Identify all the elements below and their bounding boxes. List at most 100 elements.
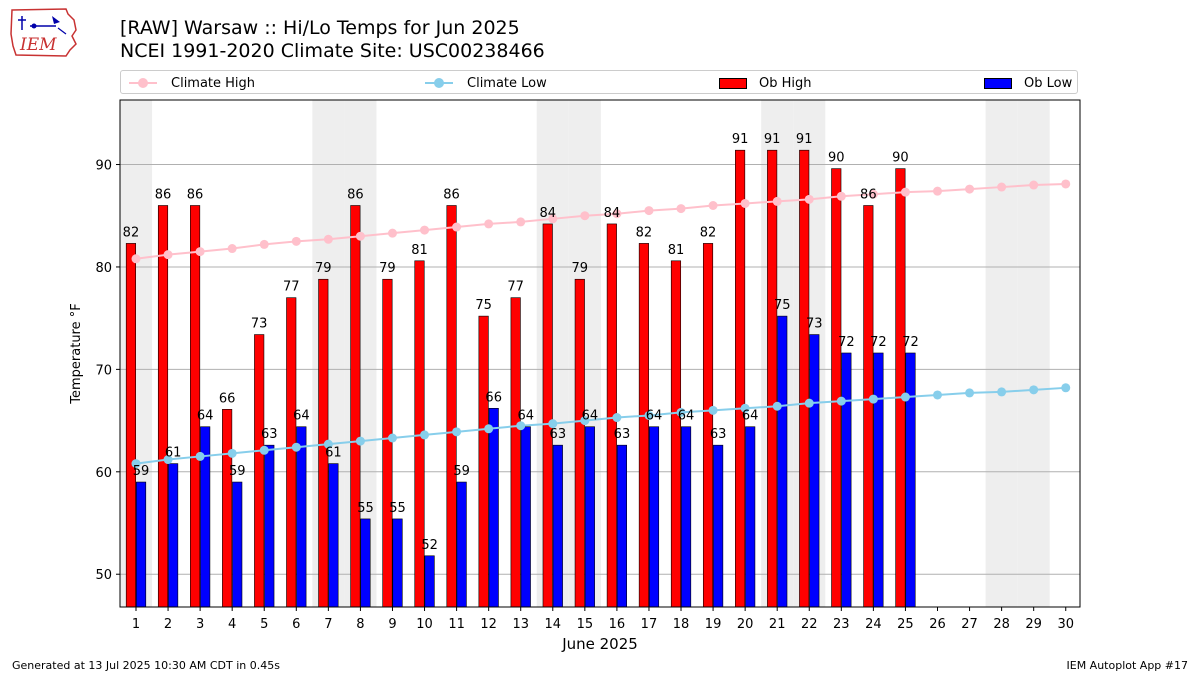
climate-low-point xyxy=(163,455,173,465)
ob-low-label: 64 xyxy=(517,409,534,424)
ob-low-bar xyxy=(424,555,435,608)
ob-high-label: 82 xyxy=(636,225,653,240)
ob-high-label: 77 xyxy=(507,280,524,295)
ob-high-label: 91 xyxy=(764,132,781,147)
ob-low-bar xyxy=(648,426,660,608)
x-tick-label: 14 xyxy=(545,617,562,632)
ob-low-bar xyxy=(520,426,531,608)
x-tick-label: 30 xyxy=(1057,617,1074,632)
y-tick-label: 70 xyxy=(95,363,112,378)
x-tick-label: 22 xyxy=(801,617,818,632)
ob-low-bar xyxy=(841,352,852,608)
ob-low-bar xyxy=(777,315,788,608)
climate-low-point xyxy=(1061,383,1071,393)
x-tick-label: 17 xyxy=(641,617,658,632)
x-tick-label: 19 xyxy=(705,617,722,632)
ob-high-label: 81 xyxy=(668,243,685,258)
ob-high-label: 86 xyxy=(187,187,204,202)
x-tick-label: 28 xyxy=(993,617,1010,632)
climate-low-point xyxy=(516,421,526,431)
climate-low-point xyxy=(997,387,1007,397)
climate-low-point xyxy=(644,410,654,420)
legend-climate-high-label: Climate High xyxy=(171,75,256,91)
climate-low-point xyxy=(836,396,846,406)
ob-high-label: 86 xyxy=(155,187,172,202)
ob-high-label: 75 xyxy=(475,298,492,313)
climate-low-point xyxy=(548,419,558,429)
chart-title: [RAW] Warsaw :: Hi/Lo Temps for Jun 2025 xyxy=(120,17,520,39)
ob-high-bar xyxy=(863,205,874,608)
climate-low-point xyxy=(965,388,975,398)
x-tick-label: 8 xyxy=(356,617,364,632)
ob-high-bar xyxy=(638,243,649,608)
ob-high-bar xyxy=(350,205,361,608)
x-tick-label: 4 xyxy=(228,617,236,632)
logo-text: IEM xyxy=(19,35,57,55)
weekend-shade xyxy=(985,100,1018,607)
ob-low-label: 66 xyxy=(485,390,502,405)
ob-high-label: 91 xyxy=(796,132,813,147)
climate-high-point xyxy=(452,222,462,232)
ob-high-label: 86 xyxy=(860,187,877,202)
ob-high-bar xyxy=(125,243,136,608)
x-axis-label: June 2025 xyxy=(561,635,638,653)
climate-high-point xyxy=(644,206,654,216)
ob-low-label: 52 xyxy=(421,538,438,553)
ob-low-swatch xyxy=(984,77,1012,89)
climate-low-point xyxy=(708,405,718,415)
legend-climate-high: Climate High xyxy=(129,74,255,92)
ob-low-bar xyxy=(552,444,563,608)
x-tick-label: 15 xyxy=(577,617,594,632)
legend-ob-low-label: Ob Low xyxy=(1024,75,1073,91)
ob-low-bar xyxy=(681,426,692,608)
x-tick-label: 21 xyxy=(769,617,786,632)
ob-high-bar xyxy=(702,243,714,608)
ob-low-label: 64 xyxy=(197,409,214,424)
x-tick-label: 18 xyxy=(673,617,690,632)
ob-high-label: 91 xyxy=(732,132,749,147)
ob-high-bar xyxy=(542,223,553,608)
climate-high-point xyxy=(1029,180,1039,190)
ob-low-bar xyxy=(296,426,307,608)
x-tick-label: 16 xyxy=(609,617,626,632)
ob-high-label: 86 xyxy=(443,187,460,202)
ob-low-bar xyxy=(488,407,499,608)
climate-low-point xyxy=(868,394,878,404)
y-axis-label: Temperature °F xyxy=(69,303,84,404)
climate-high-point xyxy=(708,200,718,210)
x-tick-label: 6 xyxy=(292,617,300,632)
weekend-shade xyxy=(1017,100,1050,607)
climate-low-point xyxy=(387,433,397,443)
ob-low-label: 61 xyxy=(165,446,182,461)
ob-high-label: 73 xyxy=(251,317,268,332)
climate-high-point xyxy=(772,196,782,206)
climate-high-point xyxy=(323,234,333,244)
climate-high-point xyxy=(612,209,622,219)
x-tick-label: 27 xyxy=(961,617,978,632)
ob-low-bar xyxy=(392,518,403,608)
x-tick-label: 9 xyxy=(388,617,396,632)
climate-low-point xyxy=(131,459,141,469)
ob-low-label: 55 xyxy=(357,501,374,516)
ob-low-bar xyxy=(905,352,916,608)
climate-low-point xyxy=(676,407,686,417)
x-tick-label: 11 xyxy=(448,617,465,632)
ob-high-bar xyxy=(382,278,393,608)
climate-high-point xyxy=(163,250,173,260)
climate-high-point xyxy=(900,187,910,197)
ob-high-bar xyxy=(254,334,265,608)
climate-high-point xyxy=(195,247,205,257)
x-tick-label: 23 xyxy=(833,617,850,632)
y-tick-label: 50 xyxy=(95,568,112,583)
ob-low-bar xyxy=(584,426,595,608)
climate-high-point xyxy=(836,191,846,201)
climate-high-point xyxy=(676,204,686,214)
ob-high-bar xyxy=(831,168,842,608)
climate-high-point xyxy=(387,228,397,238)
ob-low-label: 73 xyxy=(806,317,823,332)
climate-high-point xyxy=(1061,179,1071,189)
ob-low-label: 64 xyxy=(678,409,695,424)
climate-low-point xyxy=(291,442,301,452)
climate-low-point xyxy=(355,436,365,446)
ob-low-label: 63 xyxy=(614,427,631,442)
